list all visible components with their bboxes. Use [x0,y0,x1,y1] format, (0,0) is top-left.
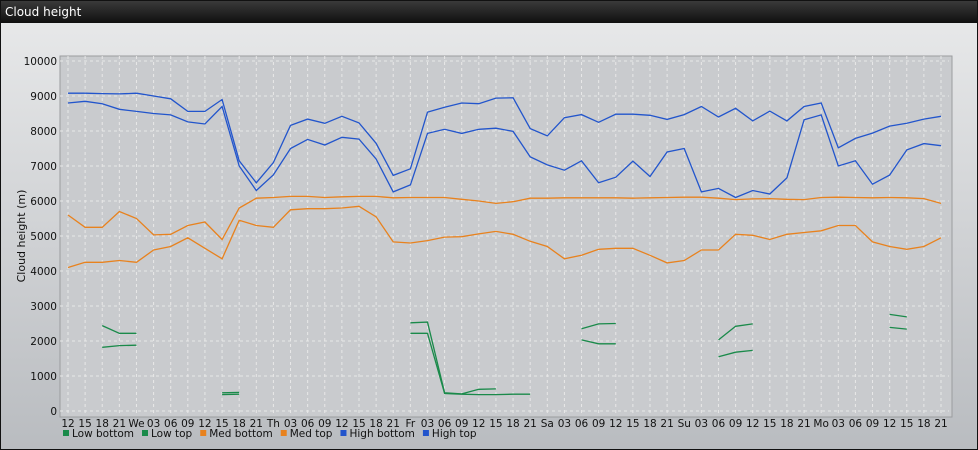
x-tick-label: 09 [455,418,468,430]
legend-swatch [63,430,69,436]
x-tick-label: 03 [832,418,845,430]
x-tick-label: 09 [729,418,742,430]
x-tick-label: 03 [695,418,708,430]
series-line [889,326,907,330]
x-tick-label: 12 [198,418,211,430]
x-tick-label: 12 [609,418,622,430]
x-tick-label: 09 [592,418,605,430]
y-tick-label: 5000 [30,231,57,243]
legend-label: High bottom [349,428,414,440]
x-tick-label: 06 [849,418,863,430]
x-tick-label: 09 [318,418,331,430]
x-tick-label: 03 [421,418,434,430]
legend-label: Med top [290,428,333,440]
series-line [718,323,753,341]
x-tick-label: 06 [164,418,178,430]
x-tick-label: 15 [900,418,913,430]
legend-swatch [142,430,148,436]
x-tick-label: 06 [301,418,315,430]
y-tick-label: 9000 [30,91,57,103]
legend-label: Med bottom [209,428,273,440]
x-tick-label: 21 [250,418,263,430]
series-line [410,332,531,396]
x-tick-label: 21 [387,418,400,430]
x-tick-label: 18 [780,418,793,430]
legend-swatch [340,430,347,436]
x-tick-label: 18 [917,418,930,430]
x-tick-label: Su [678,418,691,430]
x-tick-label: 21 [660,418,673,430]
x-tick-label: 15 [78,418,91,430]
x-tick-label: 03 [284,418,297,430]
legend-label: High top [432,428,477,440]
x-tick-label: Sa [541,418,554,430]
series-line [101,325,137,334]
x-tick-label: 12 [335,418,348,430]
series-line [102,344,137,348]
series-line [68,92,942,184]
y-tick-label: 2000 [30,336,57,348]
series-line [67,195,942,241]
x-tick-label: Th [266,418,280,430]
x-tick-label: Mo [813,418,828,430]
series-line [581,339,616,345]
series-line [67,100,942,199]
y-tick-label: 6000 [30,196,57,208]
x-tick-label: Fr [406,418,416,430]
legend-swatch [280,430,287,436]
y-tick-label: 0 [50,406,57,418]
x-tick-label: 09 [181,418,194,430]
x-tick-label: 06 [575,418,589,430]
x-tick-label: 06 [438,418,452,430]
x-tick-label: 03 [147,418,160,430]
y-tick-label: 1000 [30,371,57,383]
cloud-height-chart: 0 1000 2000 3000 4000 5000 6000 7000 8000 9000 100… [15,55,953,440]
x-tick-label: 21 [523,418,536,430]
series-line [410,321,496,395]
x-tick-label: 21 [934,418,947,430]
y-tick-label: 8000 [30,126,57,138]
x-tick-label: 09 [866,418,879,430]
y-tick-label: 4000 [30,266,57,278]
legend-label: Low bottom [72,428,134,440]
x-tick-label: 18 [369,418,382,430]
y-axis-label: Cloud height (m) [15,190,28,283]
x-tick-label: 12 [61,418,74,430]
x-tick-label: 15 [352,418,365,430]
y-tick-label: 3000 [30,301,57,313]
x-tick-label: 21 [797,418,810,430]
x-tick-label: 12 [883,418,896,430]
x-tick-label: 18 [232,418,245,430]
x-tick-label: 18 [506,418,519,430]
x-tick-label: 18 [643,418,656,430]
x-tick-label: 21 [113,418,126,430]
series-line [889,313,907,318]
y-tick-label: 7000 [30,161,57,173]
series-line [67,205,942,269]
x-tick-label: 15 [763,418,776,430]
legend-label: Low top [151,428,193,440]
y-tick-label: 10000 [24,56,57,68]
x-tick-label: 15 [489,418,502,430]
legend-swatch [422,430,429,436]
x-tick-label: We [128,418,144,430]
x-tick-label: 15 [626,418,639,430]
x-tick-label: 18 [96,418,109,430]
x-tick-label: 12 [472,418,485,430]
series-line [718,349,753,358]
legend-swatch [200,430,207,436]
series-line [581,322,616,330]
x-tick-label: 06 [712,418,726,430]
x-tick-label: 03 [558,418,571,430]
window-title: Cloud height [1,1,977,23]
x-tick-label: 12 [746,418,759,430]
x-tick-label: 15 [215,418,228,430]
